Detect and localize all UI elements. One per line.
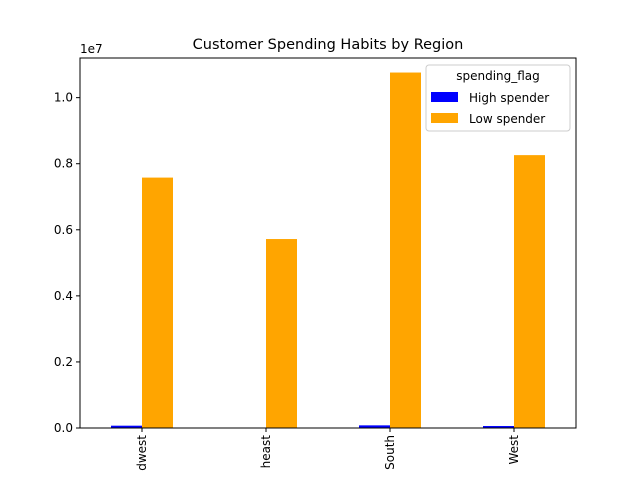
bar-low-spender-midwest bbox=[142, 177, 173, 428]
chart-title: Customer Spending Habits by Region bbox=[193, 37, 464, 53]
y-tick-label: 0.2 bbox=[54, 355, 73, 369]
legend-box bbox=[425, 64, 571, 132]
bar-high-spender-midwest bbox=[111, 425, 142, 428]
legend-swatch-low-spender bbox=[431, 113, 458, 123]
y-tick-label: 0.6 bbox=[54, 223, 73, 237]
bar-low-spender-south bbox=[390, 72, 421, 429]
legend: spending_flag High spender Low spender bbox=[425, 64, 571, 132]
bar-low-spender-west bbox=[514, 155, 545, 428]
bar-high-spender-south bbox=[359, 425, 390, 428]
y-axis: 0.0 0.2 0.4 0.6 0.8 1.0 bbox=[54, 91, 80, 435]
y-tick-label: 0.0 bbox=[54, 421, 73, 435]
x-axis: dwest heast South West bbox=[135, 428, 521, 471]
x-tick-label-south: South bbox=[383, 435, 397, 470]
x-tick-label-northeast: heast bbox=[259, 435, 273, 469]
y-axis-offset-label: 1e7 bbox=[80, 42, 103, 56]
x-tick-label-midwest: dwest bbox=[135, 435, 149, 471]
x-tick-label-west: West bbox=[507, 435, 521, 465]
legend-label-high-spender: High spender bbox=[469, 91, 549, 105]
legend-swatch-high-spender bbox=[431, 92, 458, 102]
legend-label-low-spender: Low spender bbox=[469, 112, 545, 126]
y-tick-label: 0.8 bbox=[54, 157, 73, 171]
y-tick-label: 0.4 bbox=[54, 289, 73, 303]
y-tick-label: 1.0 bbox=[54, 91, 73, 105]
legend-title: spending_flag bbox=[456, 69, 540, 83]
plot-frame bbox=[79, 57, 577, 429]
bar-low-spender-northeast bbox=[266, 239, 297, 428]
bar-high-spender-west bbox=[483, 426, 514, 428]
bars-group bbox=[111, 72, 545, 429]
